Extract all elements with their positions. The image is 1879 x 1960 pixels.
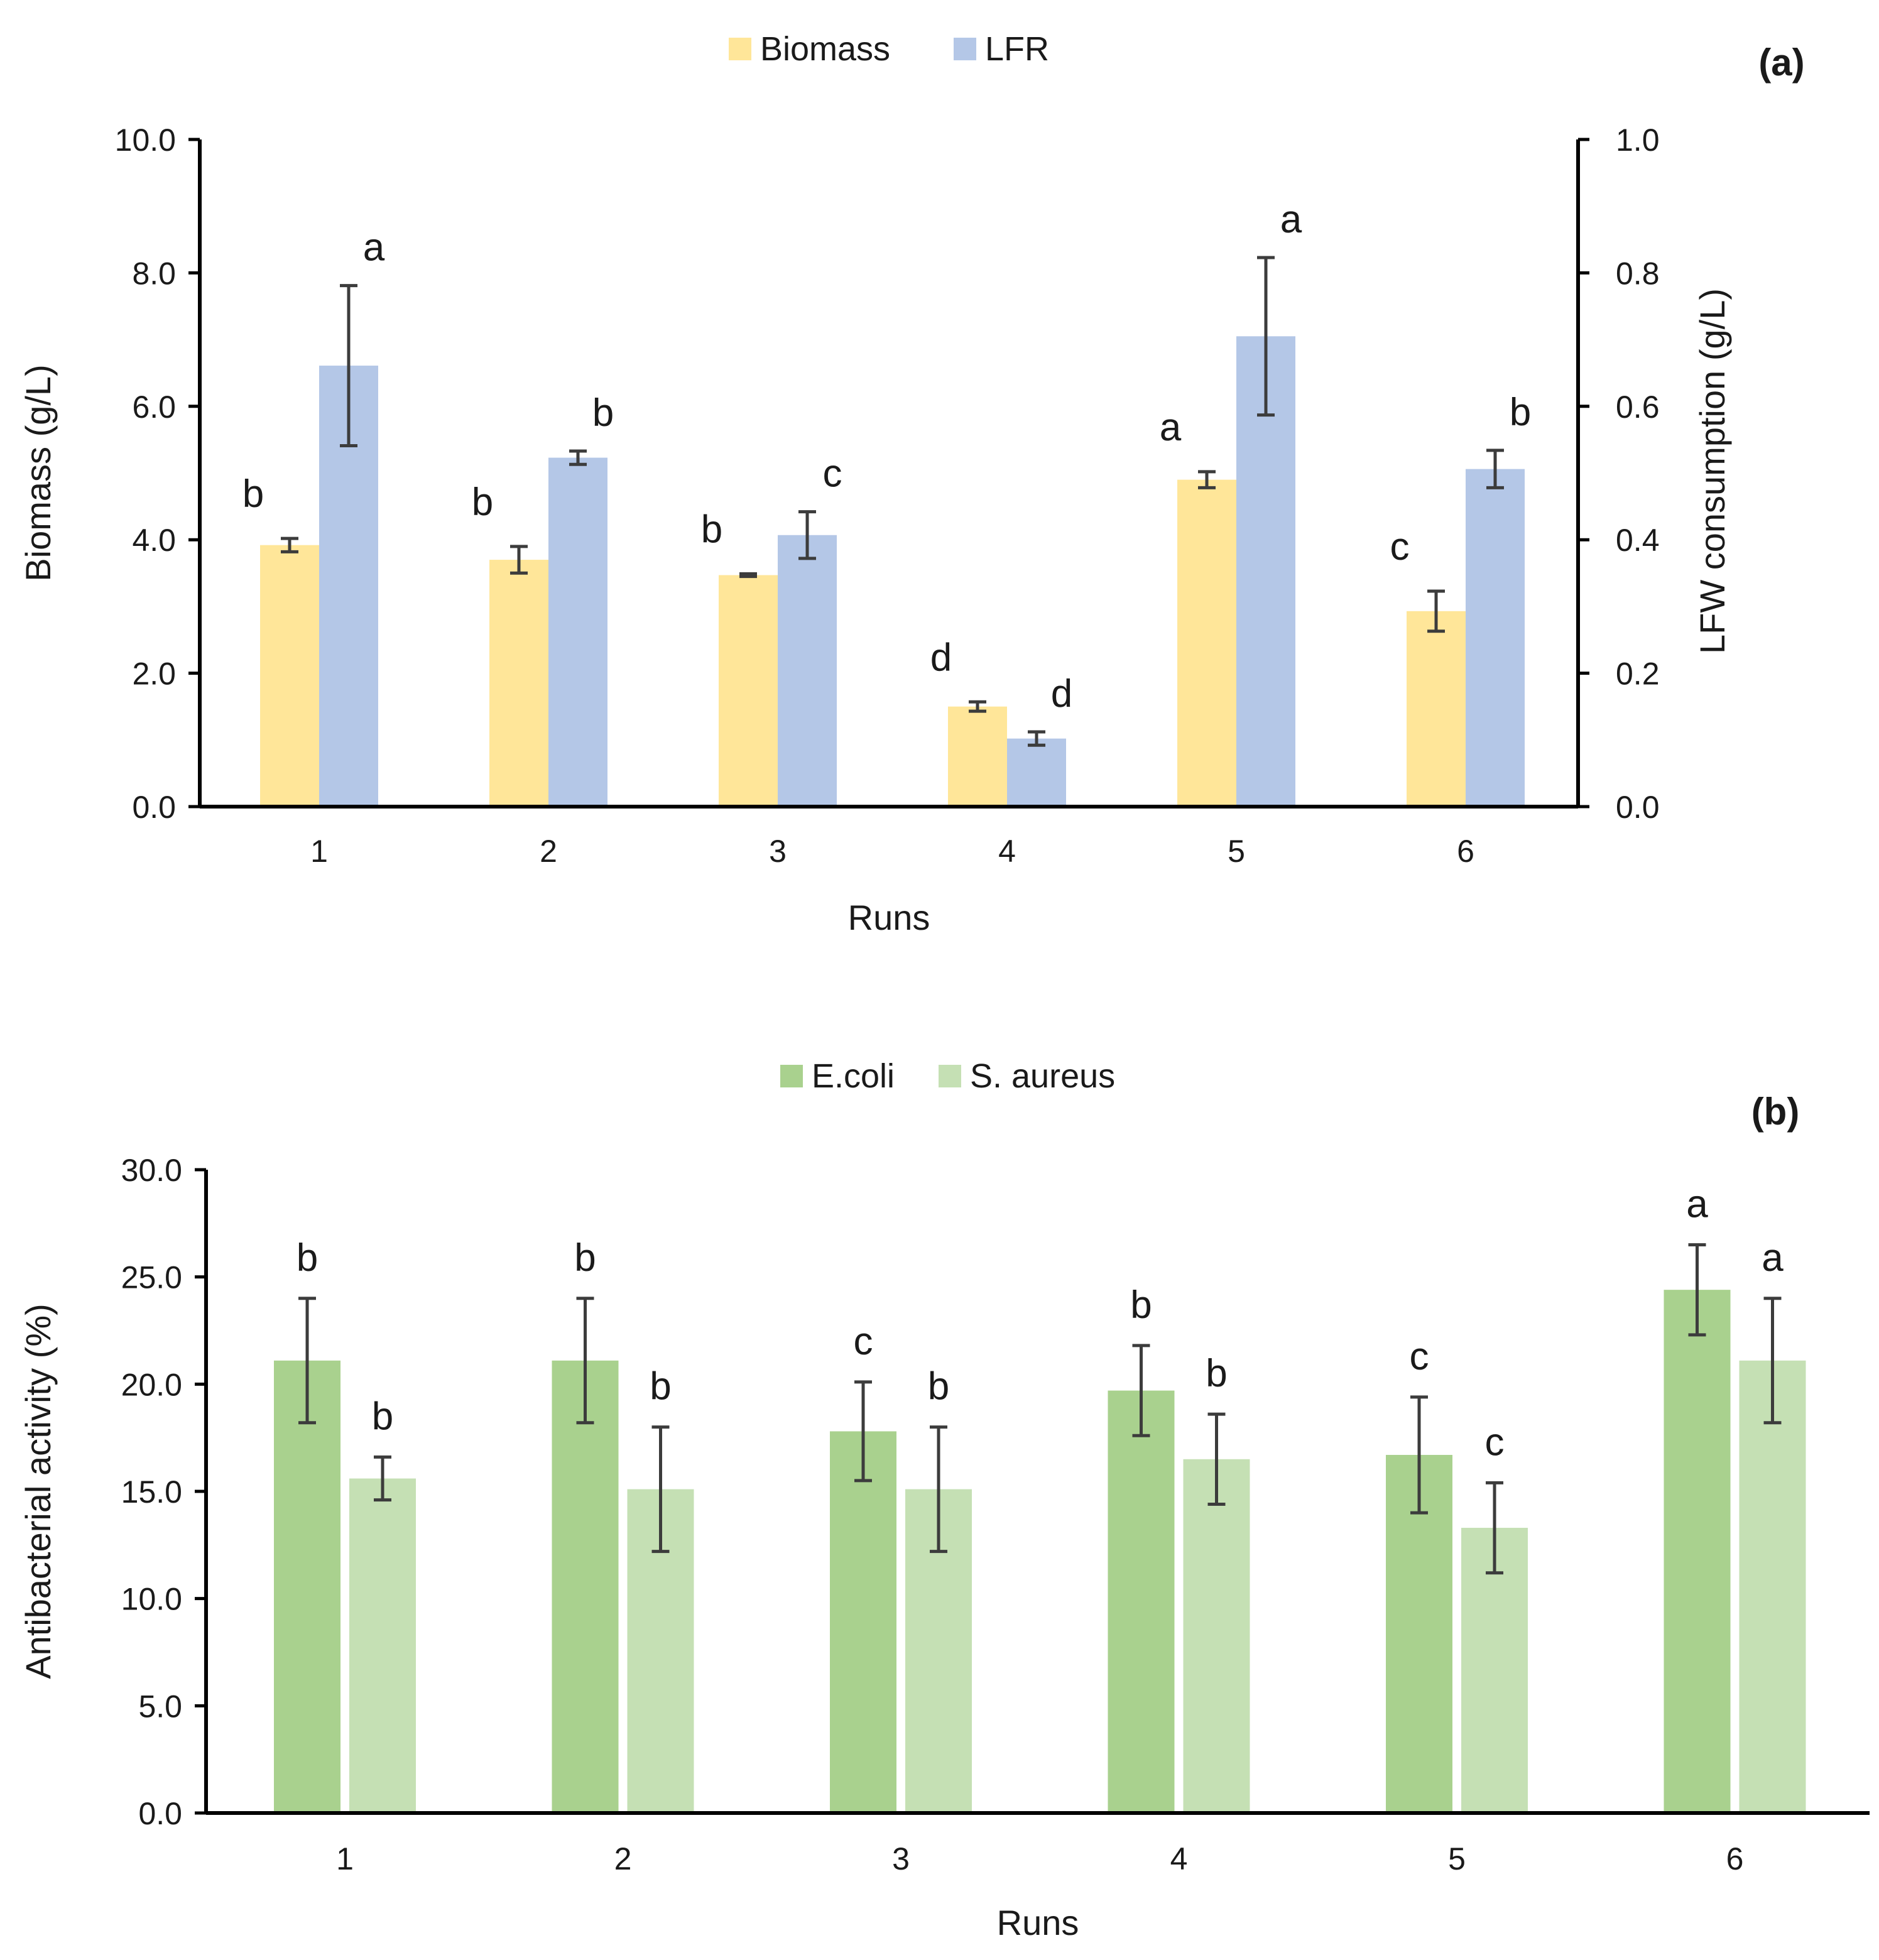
chart-panel-a: Biomass LFR (a) b a 1 b b 2 b c 3 d d 4 a a 5 c b 6 0.0 2.0 4.0… — [18, 30, 1805, 937]
significance-label: c — [1390, 525, 1410, 569]
x-tick-label: 6 — [1457, 834, 1474, 869]
bar-b-s-aureus-run-4 — [1183, 1459, 1250, 1813]
bar-a-biomass-run-5 — [1177, 479, 1236, 807]
legend-swatch-lfr — [954, 38, 976, 60]
y-axis-title: Biomass (g/L) — [18, 364, 58, 581]
legend-label: S. aureus — [970, 1057, 1115, 1095]
x-axis-title: Runs — [848, 898, 930, 937]
y-tick-label: 5.0 — [138, 1689, 182, 1724]
bar-a-lfr-run-3 — [778, 535, 837, 807]
chart-panel-b: E.coli S. aureus (b) b b 1 b b 2 c b 3 b b 4 c c 5 a a 6 0.0 5… — [18, 1057, 1870, 1942]
y2-axis-title: LFW consumption (g/L) — [1692, 288, 1732, 654]
y-tick-label: 10.0 — [115, 122, 176, 158]
x-tick-label: 6 — [1726, 1841, 1744, 1876]
x-tick-label: 3 — [892, 1841, 910, 1876]
legend-label: E.coli — [812, 1057, 895, 1095]
bar-b-e-coli-run-1 — [274, 1360, 340, 1813]
legend-swatch-e-coli — [780, 1065, 803, 1087]
y-tick-label: 20.0 — [121, 1367, 182, 1402]
significance-label: b — [701, 508, 722, 551]
bar-a-biomass-run-2 — [489, 560, 548, 807]
significance-label: c — [1485, 1420, 1505, 1464]
bar-a-biomass-run-6 — [1407, 611, 1466, 807]
x-tick-label: 2 — [540, 834, 557, 869]
x-tick-label: 5 — [1228, 834, 1245, 869]
x-tick-label: 5 — [1448, 1841, 1466, 1876]
significance-label: b — [372, 1395, 393, 1438]
y2-tick-label: 0.6 — [1616, 389, 1660, 425]
legend-label: Biomass — [760, 30, 890, 68]
y-tick-label: 15.0 — [121, 1474, 182, 1510]
legend-label: LFR — [985, 30, 1049, 68]
bar-a-lfr-run-2 — [548, 457, 607, 807]
x-tick-label: 3 — [769, 834, 787, 869]
significance-label: b — [592, 391, 614, 435]
bar-a-lfr-run-6 — [1466, 469, 1525, 807]
significance-label: b — [472, 481, 493, 524]
x-tick-label: 4 — [998, 834, 1016, 869]
x-tick-label: 1 — [310, 834, 328, 869]
significance-label: b — [650, 1365, 671, 1408]
panel-label: (b) — [1751, 1091, 1800, 1133]
y2-tick-label: 0.0 — [1616, 790, 1660, 825]
y-tick-label: 30.0 — [121, 1153, 182, 1188]
x-tick-label: 2 — [614, 1841, 632, 1876]
significance-label: c — [854, 1320, 873, 1363]
significance-label: a — [1160, 406, 1182, 449]
significance-label: a — [1280, 198, 1302, 241]
significance-label: a — [1686, 1182, 1708, 1226]
y-tick-label: 2.0 — [132, 656, 176, 692]
y-tick-label: 6.0 — [132, 389, 176, 425]
significance-label: b — [297, 1236, 318, 1280]
bar-a-biomass-run-3 — [719, 575, 778, 807]
significance-label: d — [930, 636, 952, 679]
bar-b-e-coli-run-4 — [1108, 1390, 1175, 1813]
significance-label: b — [1510, 391, 1531, 434]
bar-b-s-aureus-run-6 — [1739, 1360, 1806, 1813]
y-tick-label: 10.0 — [121, 1582, 182, 1617]
bar-b-e-coli-run-3 — [830, 1431, 896, 1813]
x-tick-label: 4 — [1170, 1841, 1188, 1876]
bar-a-biomass-run-1 — [260, 545, 319, 807]
significance-label: c — [823, 452, 842, 496]
y-axis-title: Antibacterial activity (%) — [18, 1304, 58, 1679]
significance-label: b — [1130, 1283, 1152, 1327]
bar-b-s-aureus-run-1 — [349, 1478, 416, 1813]
y-tick-label: 0.0 — [132, 790, 176, 825]
significance-label: a — [1762, 1236, 1784, 1280]
legend-swatch-biomass — [729, 38, 751, 60]
significance-label: b — [574, 1236, 596, 1280]
bar-b-e-coli-run-6 — [1664, 1290, 1731, 1813]
bar-b-e-coli-run-5 — [1386, 1454, 1452, 1813]
significance-label: b — [1206, 1352, 1227, 1395]
y2-tick-label: 1.0 — [1616, 122, 1660, 158]
bar-b-e-coli-run-2 — [552, 1360, 619, 1813]
x-tick-label: 1 — [336, 1841, 354, 1876]
bar-a-lfr-run-4 — [1007, 738, 1066, 807]
y2-tick-label: 0.4 — [1616, 523, 1660, 558]
x-axis-title: Runs — [997, 1903, 1079, 1942]
y-tick-label: 8.0 — [132, 256, 176, 291]
y-tick-label: 4.0 — [132, 523, 176, 558]
legend-swatch-s-aureus — [939, 1065, 961, 1087]
y2-tick-label: 0.2 — [1616, 656, 1660, 692]
bar-b-s-aureus-run-5 — [1461, 1528, 1528, 1813]
bar-a-biomass-run-4 — [948, 706, 1007, 807]
panel-label: (a) — [1758, 41, 1804, 84]
y-tick-label: 25.0 — [121, 1260, 182, 1295]
y-tick-label: 0.0 — [138, 1796, 182, 1831]
significance-label: a — [363, 226, 385, 270]
significance-label: d — [1051, 672, 1072, 716]
significance-label: b — [242, 472, 264, 516]
y2-tick-label: 0.8 — [1616, 256, 1660, 291]
significance-label: c — [1410, 1335, 1429, 1378]
significance-label: b — [928, 1365, 949, 1408]
